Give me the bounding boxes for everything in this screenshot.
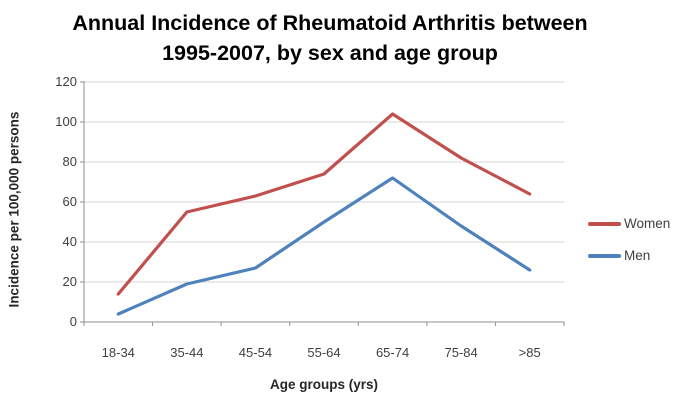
chart-title-line1: Annual Incidence of Rheumatoid Arthritis…	[72, 11, 588, 35]
x-axis-title: Age groups (yrs)	[269, 377, 378, 392]
legend-swatch-men	[588, 253, 621, 258]
legend: Women Men	[588, 216, 670, 280]
y-tick-label-40: 40	[62, 234, 77, 249]
y-tick-label-60: 60	[62, 194, 77, 209]
x-tick-label-4: 65-74	[375, 345, 410, 360]
legend-label-men: Men	[624, 248, 651, 263]
y-tick-label-80: 80	[62, 154, 77, 169]
chart-title-line2: 1995-2007, by sex and age group	[162, 41, 498, 65]
x-tick-label-5: 75-84	[444, 345, 478, 360]
series-line-men	[116, 176, 532, 316]
y-tick-label-100: 100	[55, 114, 77, 129]
y-tick-label-0: 0	[69, 314, 77, 329]
y-axis-title: Incidence per 100,000 persons	[6, 111, 22, 308]
x-tick-label-0: 18-34	[101, 345, 135, 360]
legend-swatch-women	[588, 221, 621, 226]
x-tick-label-1: 35-44	[170, 345, 204, 360]
legend-label-women: Women	[624, 216, 671, 231]
x-tick-label-2: 45-54	[238, 345, 273, 360]
legend-item-men: Men	[588, 248, 670, 263]
y-tick-label-20: 20	[62, 274, 77, 289]
x-tick-label-3: 55-64	[307, 345, 341, 360]
legend-item-women: Women	[588, 216, 670, 231]
series-line-women	[116, 112, 532, 296]
x-tick-label-6: >85	[518, 345, 541, 360]
chart-title: Annual Incidence of Rheumatoid Arthritis…	[30, 8, 630, 68]
y-tick-label-120: 120	[55, 74, 77, 89]
